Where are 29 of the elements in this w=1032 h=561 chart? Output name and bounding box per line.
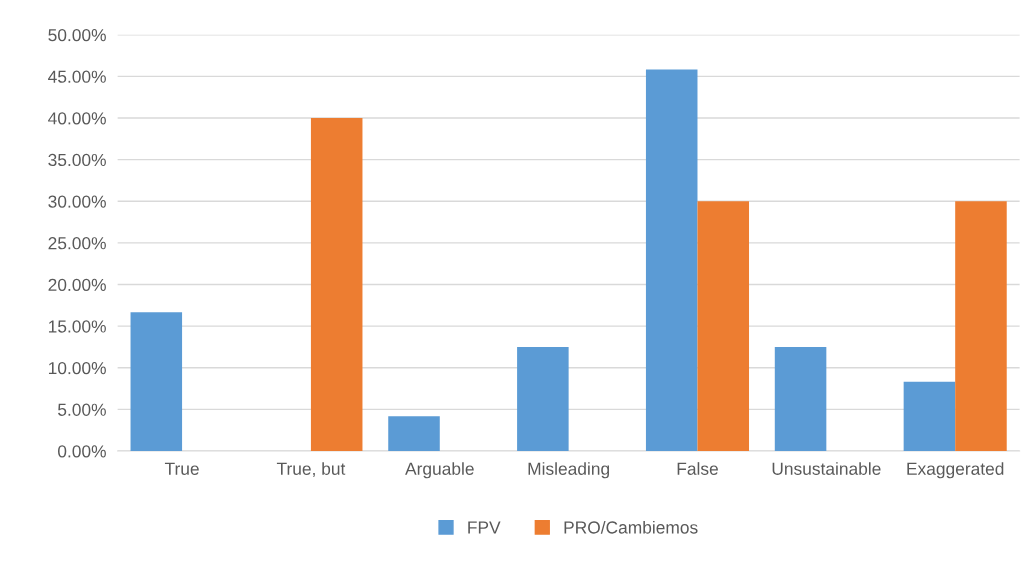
y-tick-label: 10.00% <box>48 361 106 375</box>
bar <box>774 346 827 452</box>
y-tick-label: 30.00% <box>48 195 106 208</box>
y-tick-label: 45.00% <box>48 70 106 83</box>
y-tick-label: 50.00% <box>48 28 106 42</box>
bar <box>310 118 363 452</box>
bar <box>130 312 183 452</box>
bar <box>517 346 569 452</box>
y-tick-label: 35.00% <box>48 153 106 167</box>
x-tick-label: True <box>164 462 199 475</box>
bar <box>697 201 750 452</box>
x-tick-label: Misleading <box>528 462 610 479</box>
bar <box>645 69 698 452</box>
legend-label: PRO/Cambiemos <box>564 520 698 534</box>
x-tick-label: False <box>677 462 718 475</box>
bar <box>955 201 1007 452</box>
y-tick-label: 40.00% <box>48 112 106 125</box>
y-tick-label: 25.00% <box>48 237 106 250</box>
x-tick-label: True, but <box>276 462 346 477</box>
x-tick-label: Unsustainable <box>772 462 881 475</box>
legend-label: FPV <box>468 521 501 534</box>
bar <box>903 381 956 452</box>
y-tick-label: 5.00% <box>58 403 106 416</box>
y-tick-label: 0.00% <box>57 445 106 458</box>
bar <box>388 416 440 452</box>
x-tick-label: Arguable <box>405 462 474 479</box>
y-tick-label: 20.00% <box>48 278 106 291</box>
x-tick-label: Exaggerated <box>907 462 1004 479</box>
y-tick-label: 15.00% <box>48 320 106 333</box>
